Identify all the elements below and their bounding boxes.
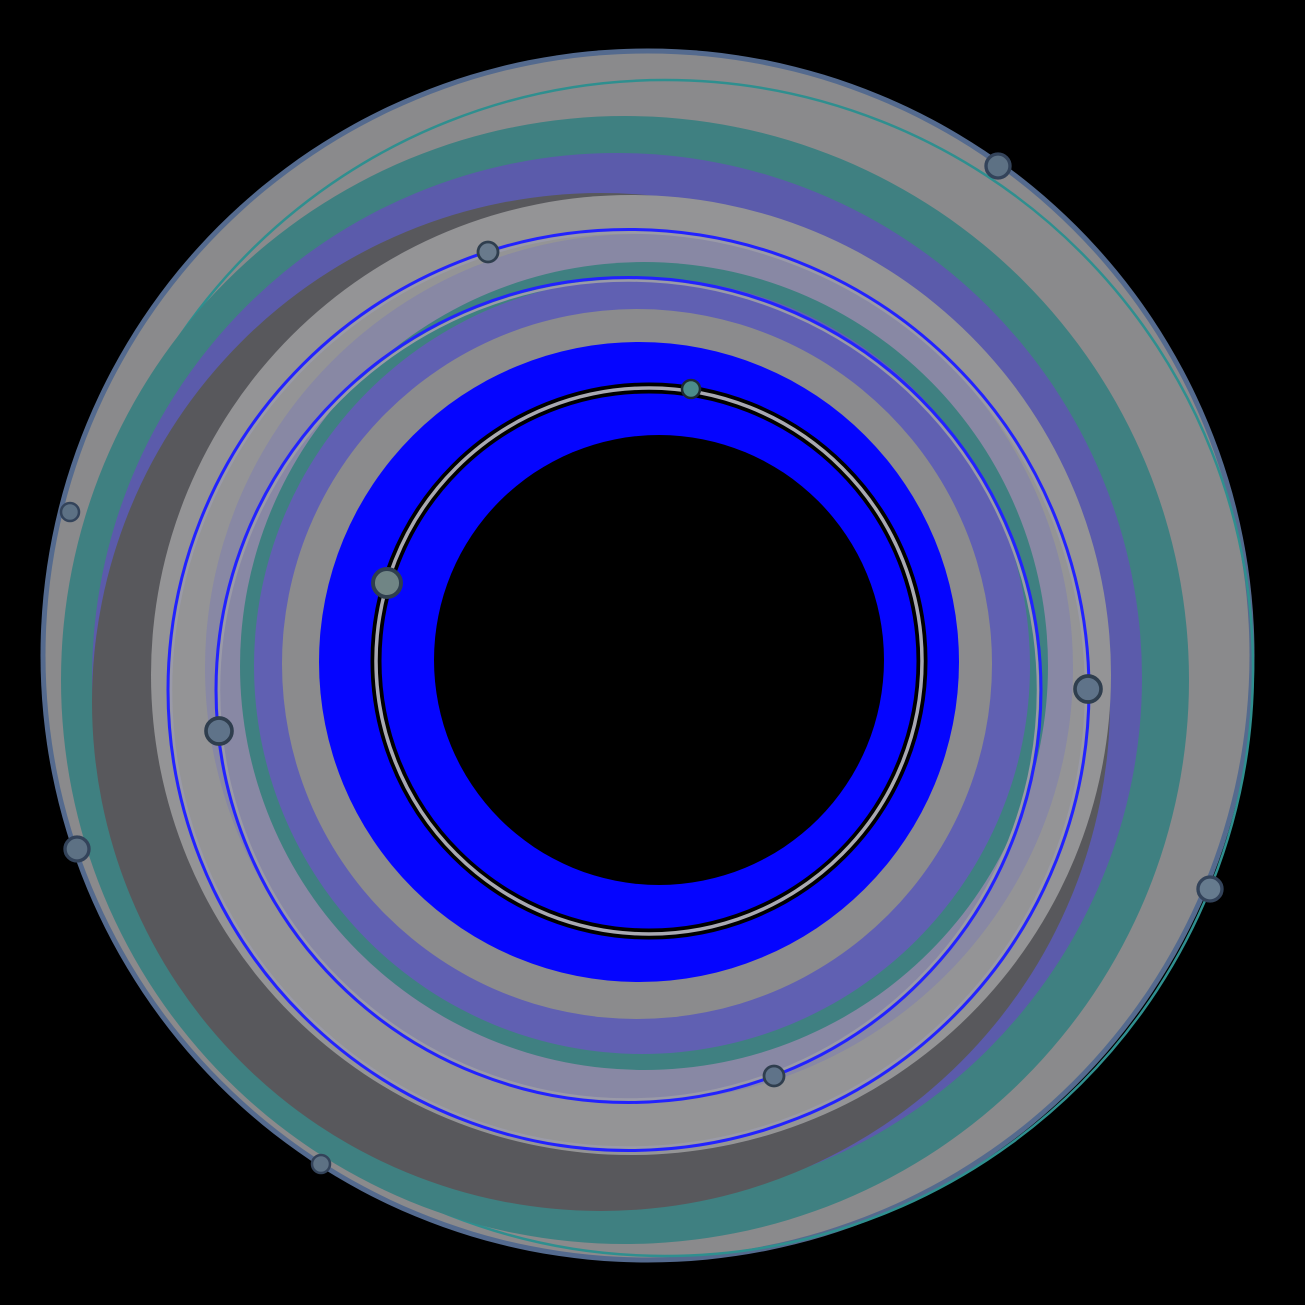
planet-6-dot (204, 716, 234, 746)
planet-8-dot (1073, 674, 1103, 704)
planet-3-dot (680, 378, 702, 400)
planet-5-dot (59, 501, 81, 523)
planet-11-dot (762, 1064, 786, 1088)
planet-9-dot (1196, 875, 1224, 903)
orbit-c-blue-line (214, 276, 1043, 1104)
inner-orbit-line (374, 386, 924, 936)
planet-10-dot (310, 1153, 332, 1175)
planet-7-dot (63, 835, 91, 863)
orbit-c-gray-line (217, 279, 1040, 1101)
planet-4-dot (371, 567, 403, 599)
center-black-disc (434, 435, 884, 885)
planet-1-dot (984, 152, 1012, 180)
planet-2-dot (476, 240, 500, 264)
